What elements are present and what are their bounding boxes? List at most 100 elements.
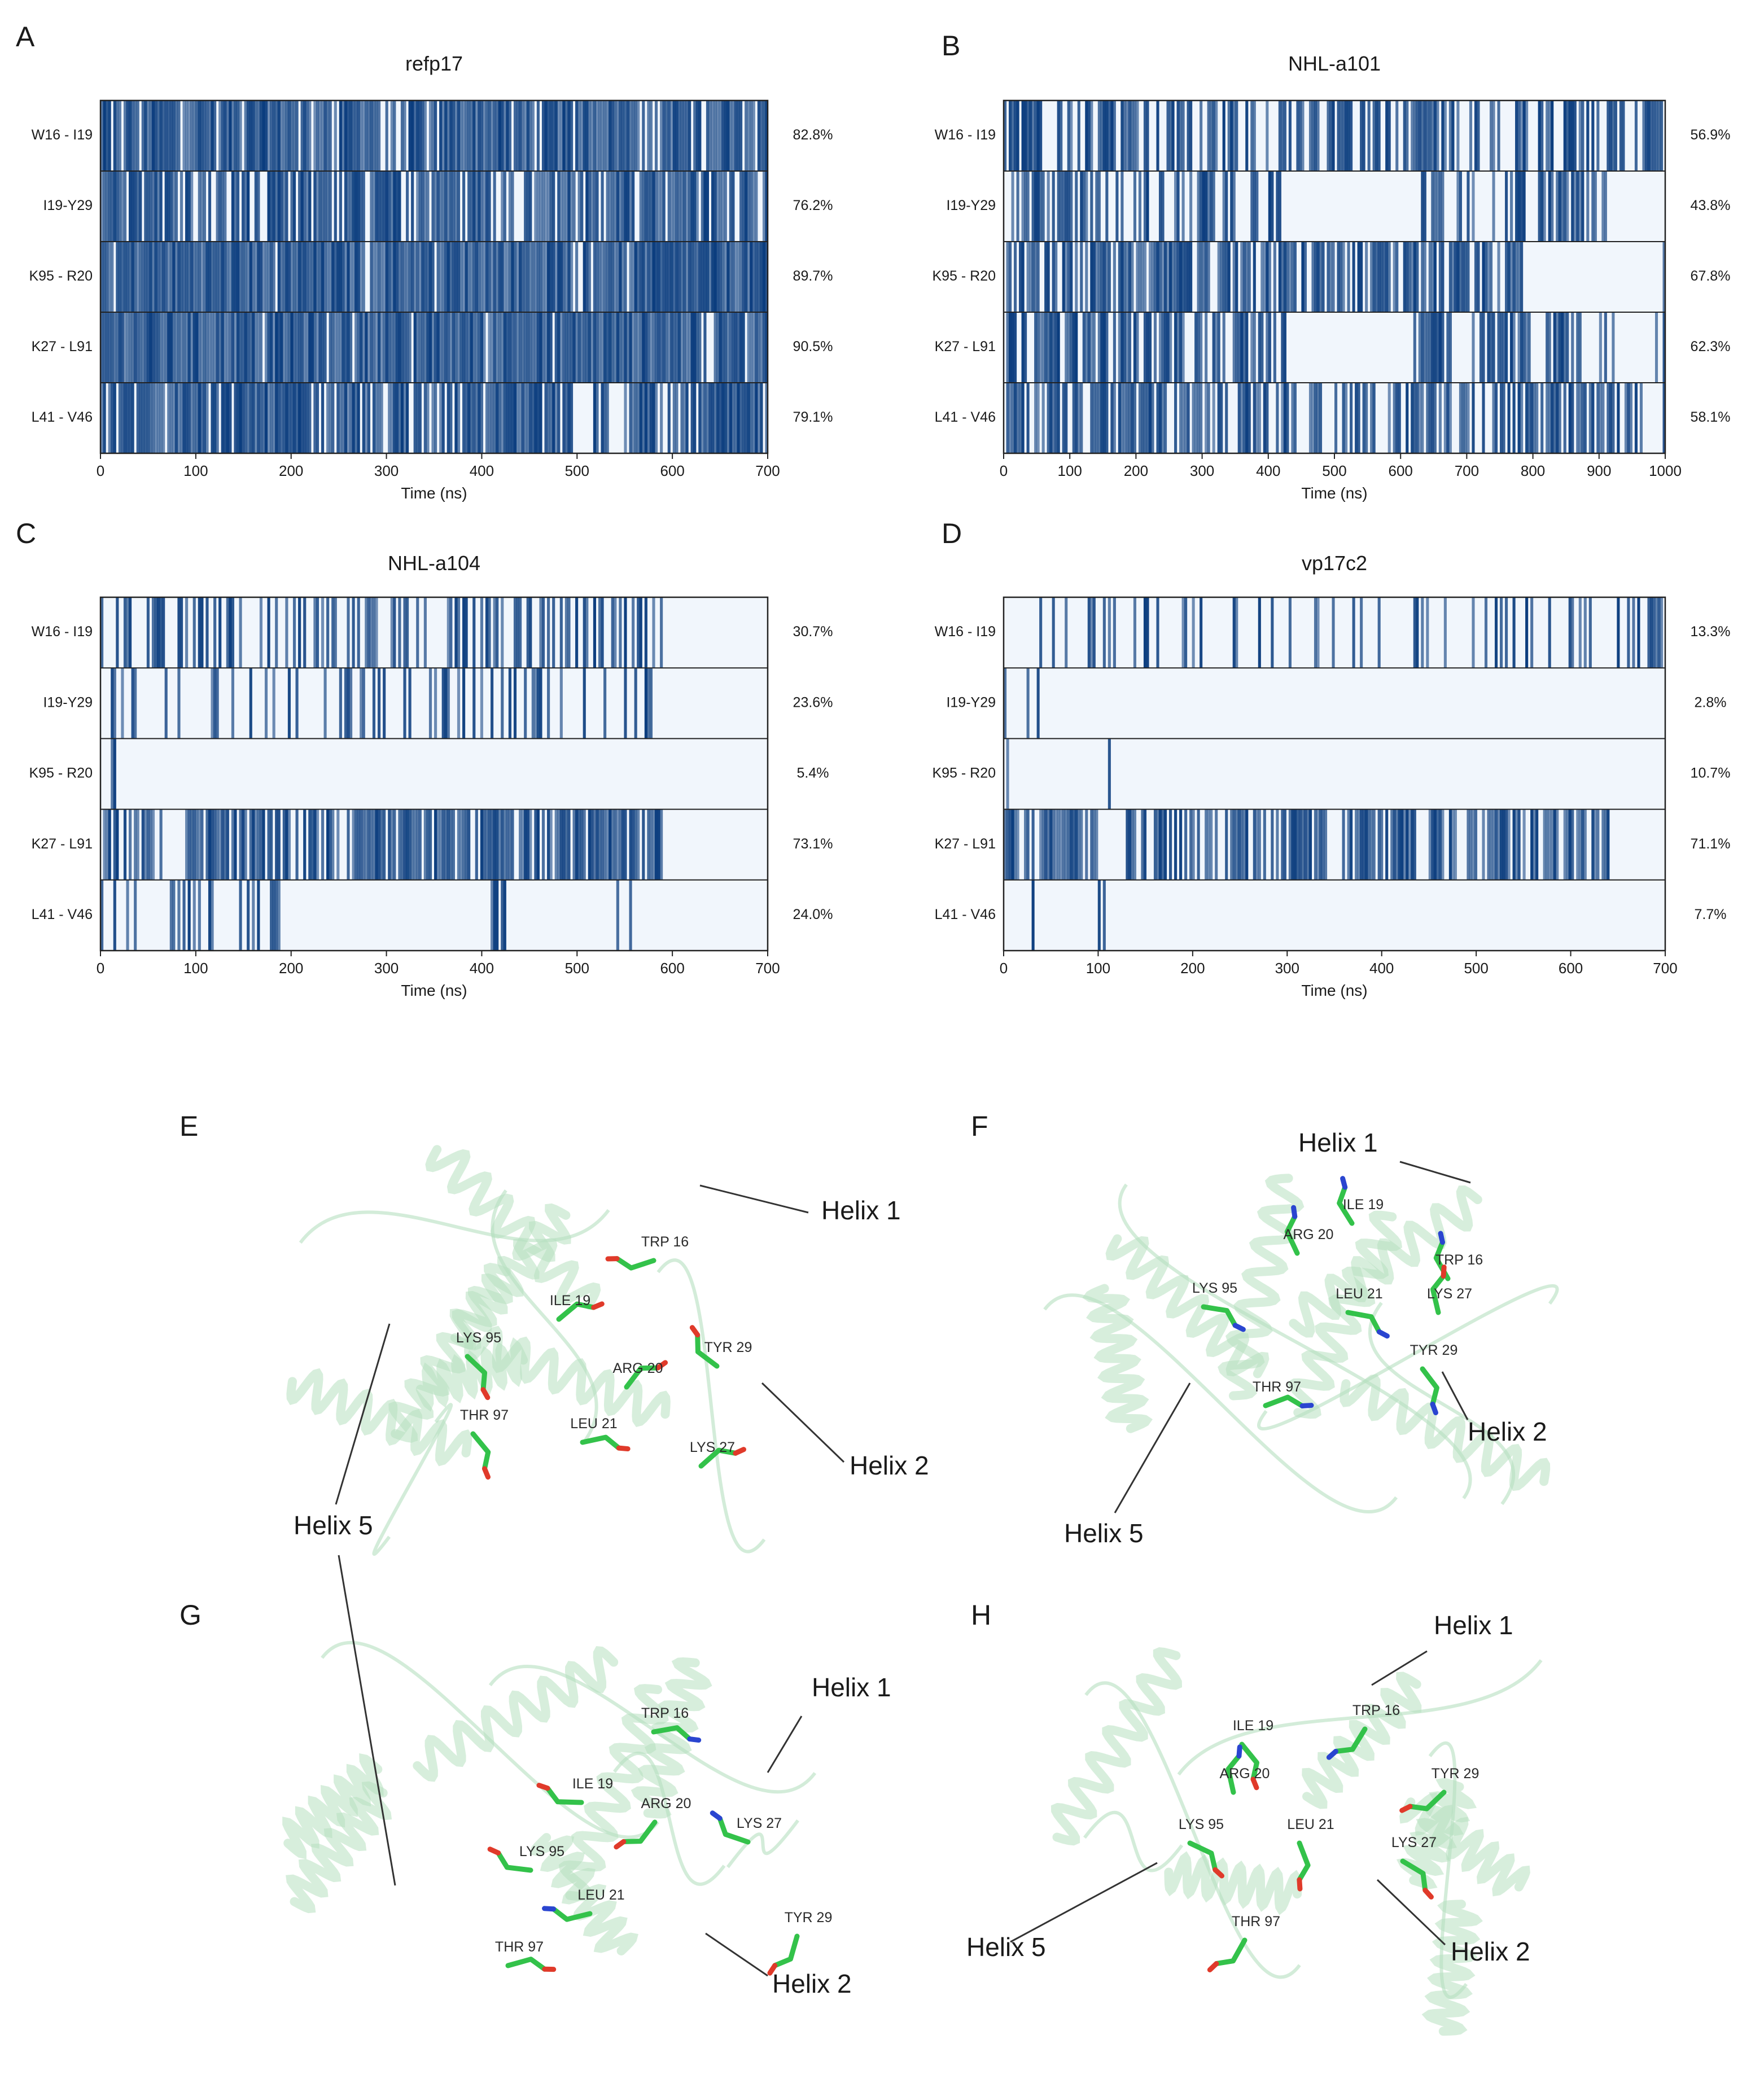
contact-stripe [441, 242, 445, 312]
contact-stripe [321, 100, 325, 171]
contact-stripe [1324, 809, 1328, 880]
atom-tip [655, 1360, 668, 1371]
contact-stripe [123, 242, 127, 312]
contact-stripe [1004, 809, 1007, 880]
x-tick-label: 400 [470, 960, 494, 977]
contact-stripe [647, 809, 650, 880]
contact-stripe [292, 597, 296, 668]
contact-stripe [1293, 242, 1297, 312]
contact-stripe [660, 242, 663, 312]
contact-stripe [1283, 242, 1286, 312]
contact-stripe [354, 312, 358, 383]
contact-stripe [1540, 383, 1544, 453]
contact-stripe [1176, 312, 1180, 383]
contact-stripe [654, 809, 658, 880]
contact-stripe [336, 242, 340, 312]
contact-stripe [100, 171, 104, 242]
contact-stripe [752, 383, 755, 453]
contact-stripe [211, 383, 214, 453]
contact-stripe [447, 171, 450, 242]
contact-stripe [732, 171, 735, 242]
contact-stripe [390, 312, 393, 383]
contact-stripe [162, 383, 165, 453]
contact-stripe [657, 312, 660, 383]
contact-stripe [1240, 312, 1244, 383]
contact-stripe [585, 100, 589, 171]
contact-stripe [1316, 242, 1320, 312]
contact-stripe [218, 242, 222, 312]
contact-stripe [239, 879, 242, 951]
contact-stripe [614, 312, 617, 383]
contact-stripe [224, 242, 227, 312]
contact-stripe [734, 383, 738, 453]
helix-cartoon [282, 1753, 384, 1859]
contact-stripe [1360, 100, 1363, 171]
residue-label: LEU 21 [577, 1887, 624, 1903]
contact-stripe [1467, 171, 1470, 242]
contact-stripe [157, 171, 160, 242]
contact-stripe [503, 312, 506, 383]
contact-stripe [1232, 171, 1236, 242]
contact-stripe [580, 171, 584, 242]
residue-stick [624, 1365, 661, 1390]
contact-stripe [621, 242, 625, 312]
residue-stick [465, 1354, 488, 1393]
contact-stripe [1472, 383, 1475, 453]
contact-stripe [1217, 242, 1220, 312]
contact-stripe [488, 171, 491, 242]
contact-stripe [577, 809, 581, 880]
contact-stripe [590, 100, 594, 171]
contact-stripe [213, 100, 217, 171]
contact-stripe [567, 242, 571, 312]
contact-stripe [187, 879, 191, 951]
contact-stripe [334, 100, 337, 171]
contact-stripe [1087, 312, 1091, 383]
contact-stripe [254, 171, 257, 242]
contact-stripe [701, 383, 704, 453]
x-tick-label: 300 [374, 462, 399, 479]
contact-stripe [1163, 809, 1167, 880]
x-tick-label: 700 [1455, 462, 1479, 479]
x-tick-label: 100 [1058, 462, 1082, 479]
contact-stripe [1571, 171, 1574, 242]
contact-row [1004, 382, 1666, 453]
contact-stripe [1385, 809, 1389, 880]
contact-stripe [303, 809, 307, 880]
contact-stripe [108, 242, 111, 312]
contact-stripe [619, 100, 622, 171]
contact-stripe [1505, 597, 1508, 668]
contact-stripe [292, 100, 296, 171]
contact-stripe [483, 809, 486, 880]
contact-stripe [1255, 809, 1259, 880]
contact-stripe [1578, 312, 1582, 383]
contact-stripe [1278, 100, 1281, 171]
contact-stripe [1578, 100, 1582, 171]
contact-stripe [634, 668, 637, 739]
contact-stripe [1433, 100, 1437, 171]
contact-stripe [308, 100, 312, 171]
contact-stripe [290, 312, 294, 383]
contact-stripe [660, 171, 663, 242]
contact-stripe [216, 668, 219, 739]
contact-stripe [654, 171, 658, 242]
contact-stripe [521, 312, 524, 383]
contact-stripe [1517, 383, 1521, 453]
contact-stripe [1436, 809, 1439, 880]
contact-stripe [428, 312, 432, 383]
contact-stripe [657, 171, 660, 242]
contact-stripe [329, 809, 332, 880]
contact-stripe [198, 879, 201, 951]
contact-stripe [508, 171, 511, 242]
contact-stripe [1563, 312, 1566, 383]
contact-stripe [465, 312, 468, 383]
contact-stripe [1303, 242, 1307, 312]
contact-stripe [1571, 312, 1574, 383]
row-label: K27 - L91 [32, 339, 93, 355]
contact-stripe [732, 100, 735, 171]
contact-stripe [1551, 383, 1554, 453]
contact-stripe [1561, 171, 1564, 242]
contact-stripe [1245, 242, 1249, 312]
contact-stripe [726, 383, 730, 453]
contact-stripe [213, 597, 217, 668]
contact-stripe [1380, 809, 1384, 880]
